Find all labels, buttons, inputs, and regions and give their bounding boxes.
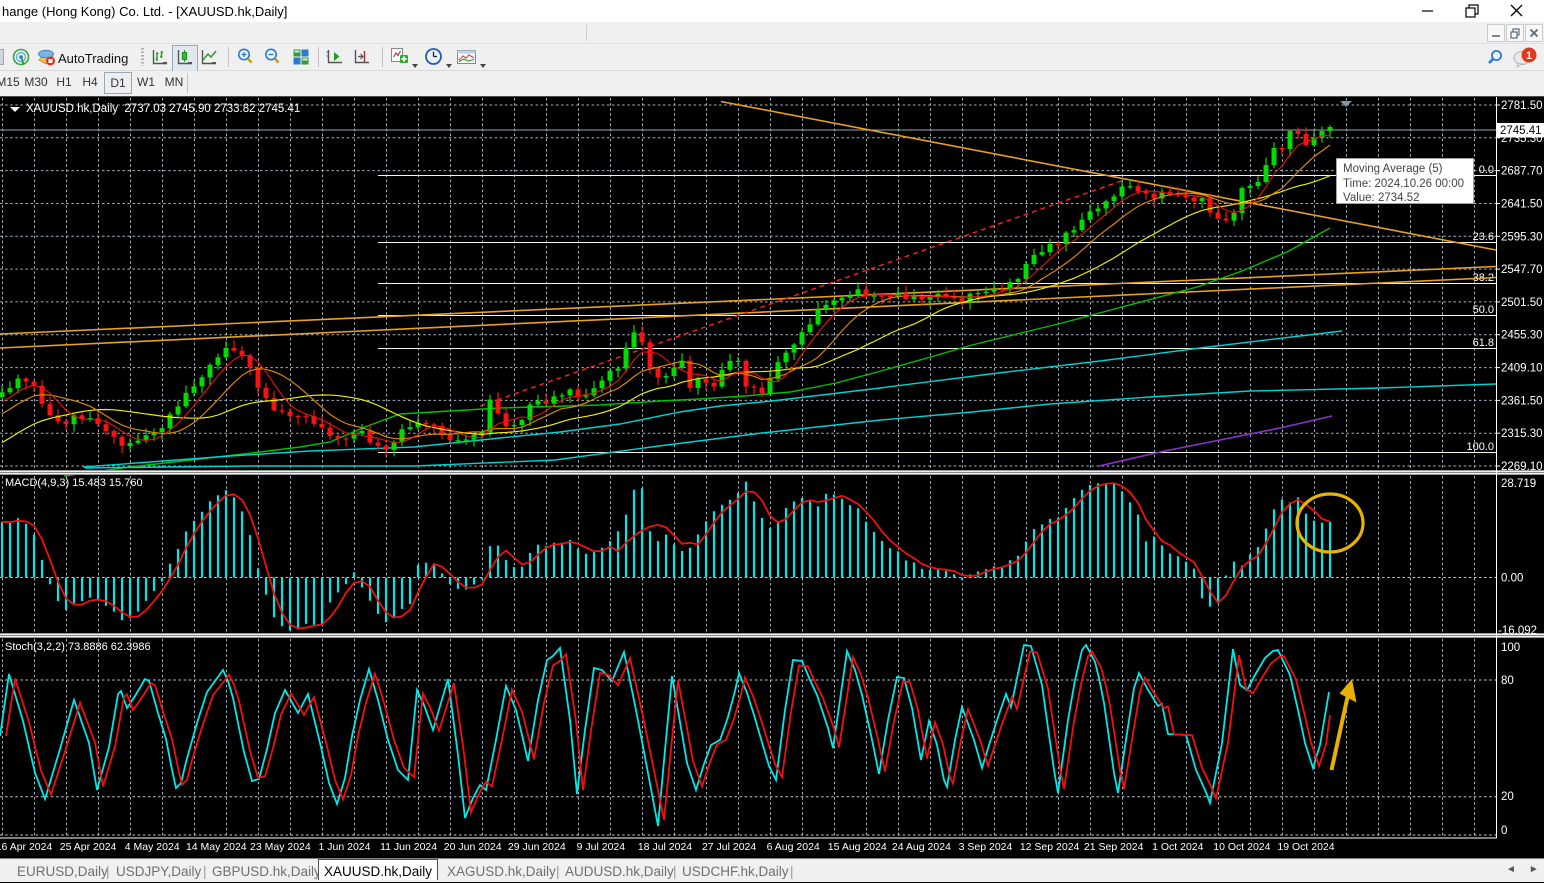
svg-text:12 Sep 2024: 12 Sep 2024 <box>1020 841 1080 853</box>
svg-text:Time: 2024.10.26 00:00: Time: 2024.10.26 00:00 <box>1343 178 1464 190</box>
svg-text:Moving Average (5): Moving Average (5) <box>1343 163 1443 175</box>
svg-text:2641.50: 2641.50 <box>1501 199 1543 211</box>
svg-text:2455.30: 2455.30 <box>1501 330 1543 342</box>
svg-text:15 Aug 2024: 15 Aug 2024 <box>828 841 887 853</box>
svg-text:10 Oct 2024: 10 Oct 2024 <box>1213 841 1270 853</box>
svg-text:9 Jul 2024: 9 Jul 2024 <box>577 841 626 853</box>
svg-text:50.0: 50.0 <box>1473 304 1494 316</box>
svg-text:1 Oct 2024: 1 Oct 2024 <box>1152 841 1204 853</box>
svg-text:4 May 2024: 4 May 2024 <box>125 841 180 853</box>
svg-text:25 Apr 2024: 25 Apr 2024 <box>60 841 117 853</box>
svg-text:Value: 2734.52: Value: 2734.52 <box>1343 192 1420 204</box>
svg-text:100.0: 100.0 <box>1466 441 1494 453</box>
svg-text:61.8: 61.8 <box>1473 337 1494 349</box>
svg-text:18 Jul 2024: 18 Jul 2024 <box>638 841 692 853</box>
svg-text:Stoch(3,2,2) 73.8886 62.3986: Stoch(3,2,2) 73.8886 62.3986 <box>5 641 151 653</box>
svg-text:XAUUSD.hk,Daily 2737.03 2745.: XAUUSD.hk,Daily 2737.03 2745.90 2733.82 … <box>26 103 300 115</box>
svg-text:2269.10: 2269.10 <box>1501 461 1543 473</box>
svg-text:0: 0 <box>1501 825 1507 837</box>
svg-text:23 May 2024: 23 May 2024 <box>250 841 311 853</box>
svg-text:20 Jun 2024: 20 Jun 2024 <box>444 841 502 853</box>
svg-text:2361.50: 2361.50 <box>1501 395 1543 407</box>
svg-text:2595.30: 2595.30 <box>1501 231 1543 243</box>
svg-text:14 May 2024: 14 May 2024 <box>186 841 247 853</box>
svg-text:27 Jul 2024: 27 Jul 2024 <box>702 841 756 853</box>
svg-text:16 Apr 2024: 16 Apr 2024 <box>0 841 52 853</box>
svg-text:19 Oct 2024: 19 Oct 2024 <box>1277 841 1334 853</box>
svg-text:24 Aug 2024: 24 Aug 2024 <box>892 841 951 853</box>
svg-text:1 Jun 2024: 1 Jun 2024 <box>319 841 371 853</box>
svg-text:0.0: 0.0 <box>1479 164 1494 176</box>
svg-text:28.719: 28.719 <box>1501 478 1536 490</box>
svg-text:6 Aug 2024: 6 Aug 2024 <box>767 841 820 853</box>
svg-text:-16.092: -16.092 <box>1498 625 1537 637</box>
svg-text:29 Jun 2024: 29 Jun 2024 <box>508 841 566 853</box>
svg-text:2781.50: 2781.50 <box>1501 100 1543 112</box>
svg-text:21 Sep 2024: 21 Sep 2024 <box>1084 841 1144 853</box>
svg-text:100: 100 <box>1501 642 1520 654</box>
svg-text:1: 1 <box>1526 50 1532 62</box>
svg-text:2547.70: 2547.70 <box>1501 264 1543 276</box>
svg-text:0.00: 0.00 <box>1501 573 1523 585</box>
svg-text:23.6: 23.6 <box>1473 231 1494 243</box>
svg-text:MACD(4,9,3) 15.483 15.760: MACD(4,9,3) 15.483 15.760 <box>5 477 143 489</box>
svg-text:20: 20 <box>1501 791 1514 803</box>
svg-text:2409.10: 2409.10 <box>1501 363 1543 375</box>
svg-text:2745.41: 2745.41 <box>1500 125 1542 137</box>
svg-text:2501.50: 2501.50 <box>1501 297 1543 309</box>
svg-text:2315.30: 2315.30 <box>1501 428 1543 440</box>
svg-text:11 Jun 2024: 11 Jun 2024 <box>380 841 437 853</box>
svg-text:80: 80 <box>1501 675 1514 687</box>
svg-text:2687.70: 2687.70 <box>1501 166 1543 178</box>
svg-text:3 Sep 2024: 3 Sep 2024 <box>959 841 1013 853</box>
